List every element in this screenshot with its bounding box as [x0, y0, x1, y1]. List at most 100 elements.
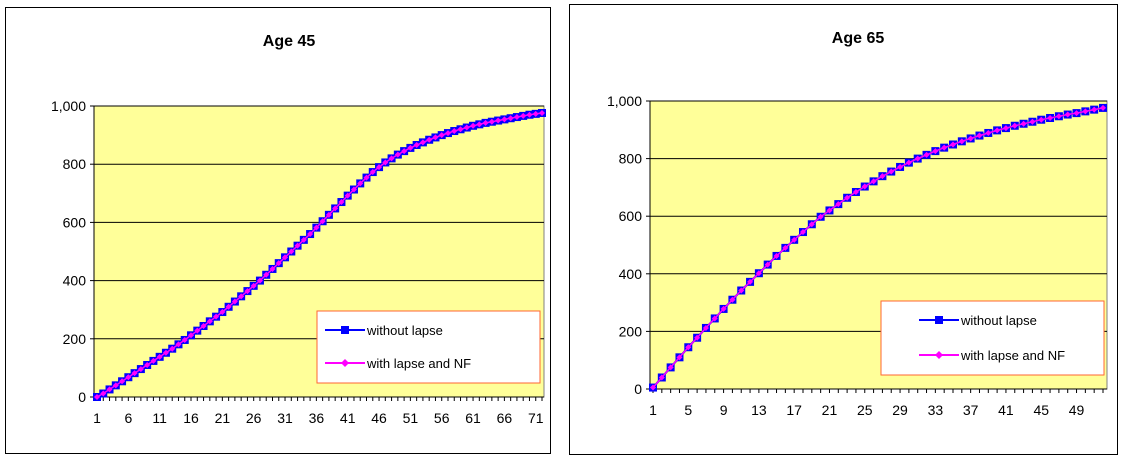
- data-point-with-lapse: [791, 236, 798, 243]
- data-point-with-lapse: [539, 109, 545, 116]
- data-point-with-lapse: [438, 132, 445, 139]
- x-tick-label: 5: [684, 402, 692, 418]
- data-point-with-lapse: [888, 168, 895, 175]
- data-point-with-lapse: [419, 139, 426, 146]
- data-point-with-lapse: [162, 349, 169, 356]
- y-tick-label: 400: [619, 266, 643, 282]
- y-tick-label: 0: [78, 389, 86, 405]
- y-tick-label: 600: [63, 214, 87, 230]
- data-point-with-lapse: [357, 180, 364, 187]
- data-point-with-lapse: [125, 374, 132, 381]
- data-point-with-lapse: [941, 144, 948, 151]
- x-tick-label: 33: [928, 402, 944, 418]
- data-point-with-lapse: [394, 151, 401, 158]
- legend: without lapse with lapse and NF: [880, 300, 1105, 376]
- series-group: [93, 108, 546, 401]
- x-tick-label: 9: [720, 402, 728, 418]
- x-tick-label: 37: [963, 402, 979, 418]
- data-point-with-lapse: [650, 384, 656, 391]
- data-point-with-lapse: [206, 318, 213, 325]
- x-tick-label: 13: [751, 402, 767, 418]
- x-tick-label: 51: [403, 410, 419, 426]
- x-tick-label: 49: [1069, 402, 1085, 418]
- legend-label-with-lapse: with lapse and NF: [960, 348, 1065, 363]
- data-point-with-lapse: [100, 390, 107, 397]
- chart-title: Age 45: [263, 33, 316, 50]
- data-point-with-lapse: [676, 354, 683, 361]
- data-point-with-lapse: [156, 353, 163, 360]
- data-point-with-lapse: [844, 194, 851, 201]
- legend-label-without-lapse: without lapse: [960, 313, 1037, 328]
- data-point-with-lapse: [720, 305, 727, 312]
- data-point-with-lapse: [1091, 106, 1098, 113]
- data-point-with-lapse: [369, 169, 376, 176]
- data-point-with-lapse: [755, 270, 762, 277]
- series-group: [649, 103, 1107, 392]
- data-point-with-lapse: [388, 155, 395, 162]
- chart-title: Age 65: [832, 30, 885, 47]
- data-point-with-lapse: [106, 386, 113, 393]
- data-point-with-lapse: [808, 221, 815, 228]
- data-point-with-lapse: [144, 361, 151, 368]
- data-point-with-lapse: [958, 138, 965, 145]
- data-point-with-lapse: [256, 277, 263, 284]
- data-point-with-lapse: [1073, 110, 1080, 117]
- data-point-with-lapse: [994, 127, 1001, 134]
- x-tick-label: 21: [822, 402, 838, 418]
- data-point-with-lapse: [313, 224, 320, 231]
- y-tick-label: 200: [63, 331, 87, 347]
- y-axis: 0 200 400 600 800 1,000: [607, 93, 651, 397]
- x-tick-label: 6: [124, 410, 132, 426]
- y-tick-label: 800: [63, 156, 87, 172]
- data-point-with-lapse: [817, 213, 824, 220]
- data-point-with-lapse: [307, 231, 314, 238]
- legend-label-with-lapse: with lapse and NF: [366, 356, 471, 371]
- chart-panel-age-65: Age 65 0 200 400 600 800 1,000 1 5 9 13 17 21 25 29 3…: [569, 4, 1118, 455]
- data-point-with-lapse: [711, 315, 718, 322]
- x-tick-label: 61: [465, 410, 481, 426]
- x-tick-label: 1: [93, 410, 101, 426]
- data-point-with-lapse: [852, 189, 859, 196]
- data-point-with-lapse: [967, 135, 974, 142]
- data-point-with-lapse: [1064, 111, 1071, 118]
- data-point-with-lapse: [401, 148, 408, 155]
- data-point-with-lapse: [300, 236, 307, 243]
- y-tick-label: 1,000: [607, 93, 642, 109]
- data-point-with-lapse: [476, 121, 483, 128]
- data-point-with-lapse: [495, 117, 502, 124]
- data-point-with-lapse: [382, 159, 389, 166]
- x-tick-label: 41: [340, 410, 356, 426]
- data-point-with-lapse: [444, 130, 451, 137]
- data-point-with-lapse: [238, 293, 245, 300]
- data-point-with-lapse: [112, 382, 119, 389]
- data-point-with-lapse: [213, 313, 220, 320]
- legend-marker-with-lapse: [935, 351, 943, 359]
- data-point-with-lapse: [150, 357, 157, 364]
- data-point-with-lapse: [194, 327, 201, 334]
- data-point-with-lapse: [169, 345, 176, 352]
- data-point-with-lapse: [413, 141, 420, 148]
- data-point-with-lapse: [1020, 120, 1027, 127]
- data-point-with-lapse: [181, 336, 188, 343]
- data-point-with-lapse: [225, 303, 232, 310]
- data-point-with-lapse: [507, 115, 514, 122]
- x-axis: 1 5 9 13 17 21 25 29 33 37 41 45 49: [649, 388, 1107, 418]
- data-point-with-lapse: [702, 324, 709, 331]
- data-point-with-lapse: [175, 341, 182, 348]
- data-point-with-lapse: [269, 265, 276, 272]
- y-tick-label: 600: [619, 208, 643, 224]
- legend-label-without-lapse: without lapse: [366, 323, 443, 338]
- data-point-with-lapse: [513, 114, 520, 121]
- x-tick-label: 36: [309, 410, 325, 426]
- data-point-with-lapse: [282, 254, 289, 261]
- data-point-with-lapse: [532, 110, 539, 117]
- data-point-with-lapse: [658, 374, 665, 381]
- data-point-with-lapse: [1002, 125, 1009, 132]
- series-line-with-lapse: [652, 107, 1104, 389]
- data-point-with-lapse: [738, 287, 745, 294]
- y-tick-label: 400: [63, 273, 87, 289]
- data-point-with-lapse: [932, 148, 939, 155]
- x-tick-label: 25: [857, 402, 873, 418]
- y-tick-label: 200: [619, 323, 643, 339]
